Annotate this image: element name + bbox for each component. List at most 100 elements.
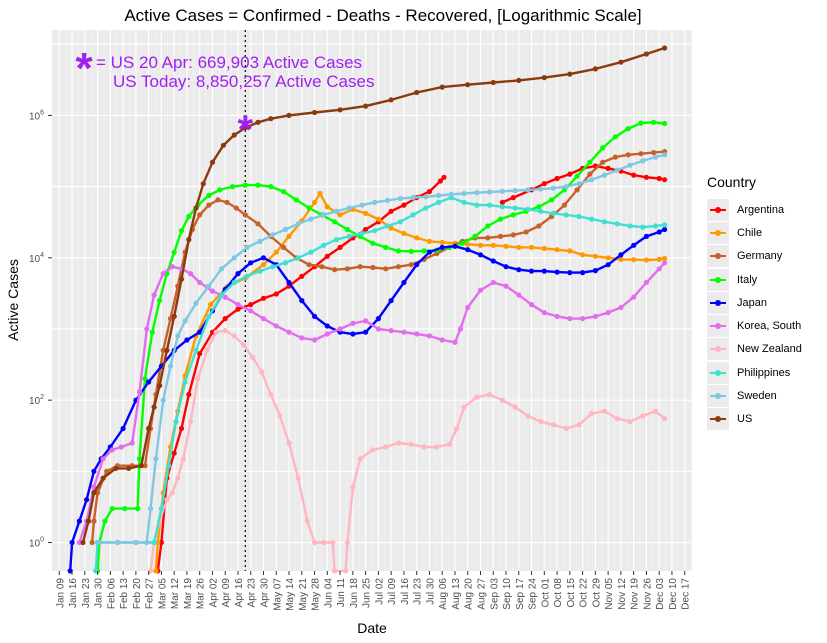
data-point-germany — [357, 264, 363, 270]
data-point-argentina — [171, 450, 177, 456]
data-point-us — [186, 237, 192, 243]
data-point-philippines — [576, 213, 582, 220]
data-point-korea-south — [439, 337, 445, 343]
data-point-chile — [401, 230, 407, 236]
data-point-italy — [638, 120, 644, 126]
data-point-new-zealand — [321, 539, 327, 546]
series-line-italy — [96, 121, 665, 571]
data-point-italy — [395, 248, 401, 254]
legend-item-sweden: Sweden — [707, 384, 802, 408]
data-point-japan — [375, 316, 381, 322]
data-point-italy — [510, 212, 516, 218]
data-point-japan — [643, 233, 650, 239]
data-point-philippines — [525, 206, 531, 212]
data-point-korea-south — [592, 313, 599, 319]
data-point-argentina — [541, 181, 547, 187]
data-point-new-zealand — [589, 410, 595, 417]
data-point-chile — [375, 216, 381, 222]
data-point-japan — [312, 313, 318, 319]
x-tick-label: Jan 30 — [94, 578, 105, 608]
legend-key-germany — [707, 245, 729, 268]
data-point-sweden — [576, 181, 582, 187]
data-point-philippines — [372, 228, 378, 234]
data-point-korea-south — [516, 292, 522, 298]
x-axis-ticks: Jan 09 Jan 16 Jan 23 Jan 30 Feb 06 Feb 13 Feb … — [55, 571, 692, 611]
data-point-new-zealand — [304, 518, 310, 524]
data-point-new-zealand — [499, 397, 505, 403]
data-point-new-zealand — [164, 497, 170, 503]
legend-point-japan — [715, 299, 721, 306]
data-point-new-zealand — [383, 444, 389, 450]
data-point-chile — [465, 241, 471, 247]
data-point-new-zealand — [512, 404, 518, 410]
data-point-philippines — [563, 212, 569, 218]
data-point-japan — [84, 497, 90, 503]
legend-point-sweden — [715, 393, 721, 400]
x-tick-label: Apr 16 — [234, 578, 245, 608]
data-point-new-zealand — [312, 539, 318, 546]
legend-point-chile — [715, 229, 721, 236]
data-point-korea-south — [100, 456, 106, 462]
legend-item-philippines: Philippines — [707, 361, 802, 384]
data-point-sweden — [244, 244, 250, 250]
data-point-chile — [153, 568, 159, 574]
data-point-new-zealand — [330, 539, 336, 546]
data-point-japan — [414, 262, 420, 268]
legend-item-korea-south: Korea, South — [707, 314, 802, 338]
data-point-new-zealand — [563, 425, 569, 432]
x-tick-label: Jan 23 — [81, 578, 92, 608]
data-point-argentina — [158, 539, 164, 546]
data-point-new-zealand — [662, 416, 668, 422]
data-point-philippines — [295, 255, 301, 261]
data-point-korea-south — [388, 328, 394, 334]
series-sweden — [96, 152, 668, 546]
legend-label: Germany — [737, 250, 783, 263]
data-point-sweden — [182, 318, 188, 324]
data-point-italy — [136, 456, 143, 462]
data-point-korea-south — [188, 271, 194, 277]
data-point-new-zealand — [370, 447, 376, 453]
x-tick-label: Mar 05 — [157, 578, 168, 610]
data-point-germany — [233, 205, 239, 211]
data-point-sweden — [474, 190, 480, 196]
data-point-germany — [142, 463, 148, 469]
data-point-korea-south — [273, 323, 279, 329]
data-point-italy — [178, 228, 185, 234]
data-point-japan — [554, 269, 560, 275]
data-point-italy — [612, 134, 619, 140]
data-point-new-zealand — [332, 568, 338, 574]
data-point-sweden — [96, 539, 102, 546]
data-point-new-zealand — [550, 422, 557, 428]
data-point-korea-south — [299, 335, 305, 341]
data-point-chile — [208, 302, 214, 308]
data-point-new-zealand — [180, 456, 186, 462]
data-point-chile — [662, 255, 668, 261]
x-tick-label: Apr 23 — [247, 578, 258, 608]
series-chile — [153, 190, 668, 574]
legend-point-argentina — [715, 206, 721, 213]
x-tick-label: Oct 08 — [553, 578, 564, 608]
data-point-sweden — [397, 195, 403, 202]
data-point-chile — [414, 235, 420, 241]
data-point-germany — [95, 490, 101, 496]
data-point-japan — [477, 252, 484, 258]
data-point-japan — [503, 264, 509, 270]
legend-label: US — [737, 413, 753, 426]
data-point-japan — [350, 331, 356, 337]
data-point-argentina — [235, 306, 241, 312]
data-point-korea-south — [375, 326, 381, 332]
data-point-philippines — [270, 264, 276, 270]
legend-point-korea-south — [715, 323, 721, 330]
data-point-japan — [567, 270, 573, 276]
data-point-chile — [273, 249, 279, 255]
data-point-korea-south — [209, 288, 216, 294]
data-point-us — [113, 465, 119, 471]
legend-point-us — [715, 416, 721, 423]
data-point-us — [268, 116, 274, 122]
x-tick-label: Apr 09 — [221, 578, 232, 608]
data-point-korea-south — [151, 292, 157, 298]
data-point-japan — [592, 268, 599, 274]
data-point-italy — [242, 182, 248, 188]
data-point-germany — [370, 264, 376, 271]
data-point-sweden — [614, 167, 620, 173]
